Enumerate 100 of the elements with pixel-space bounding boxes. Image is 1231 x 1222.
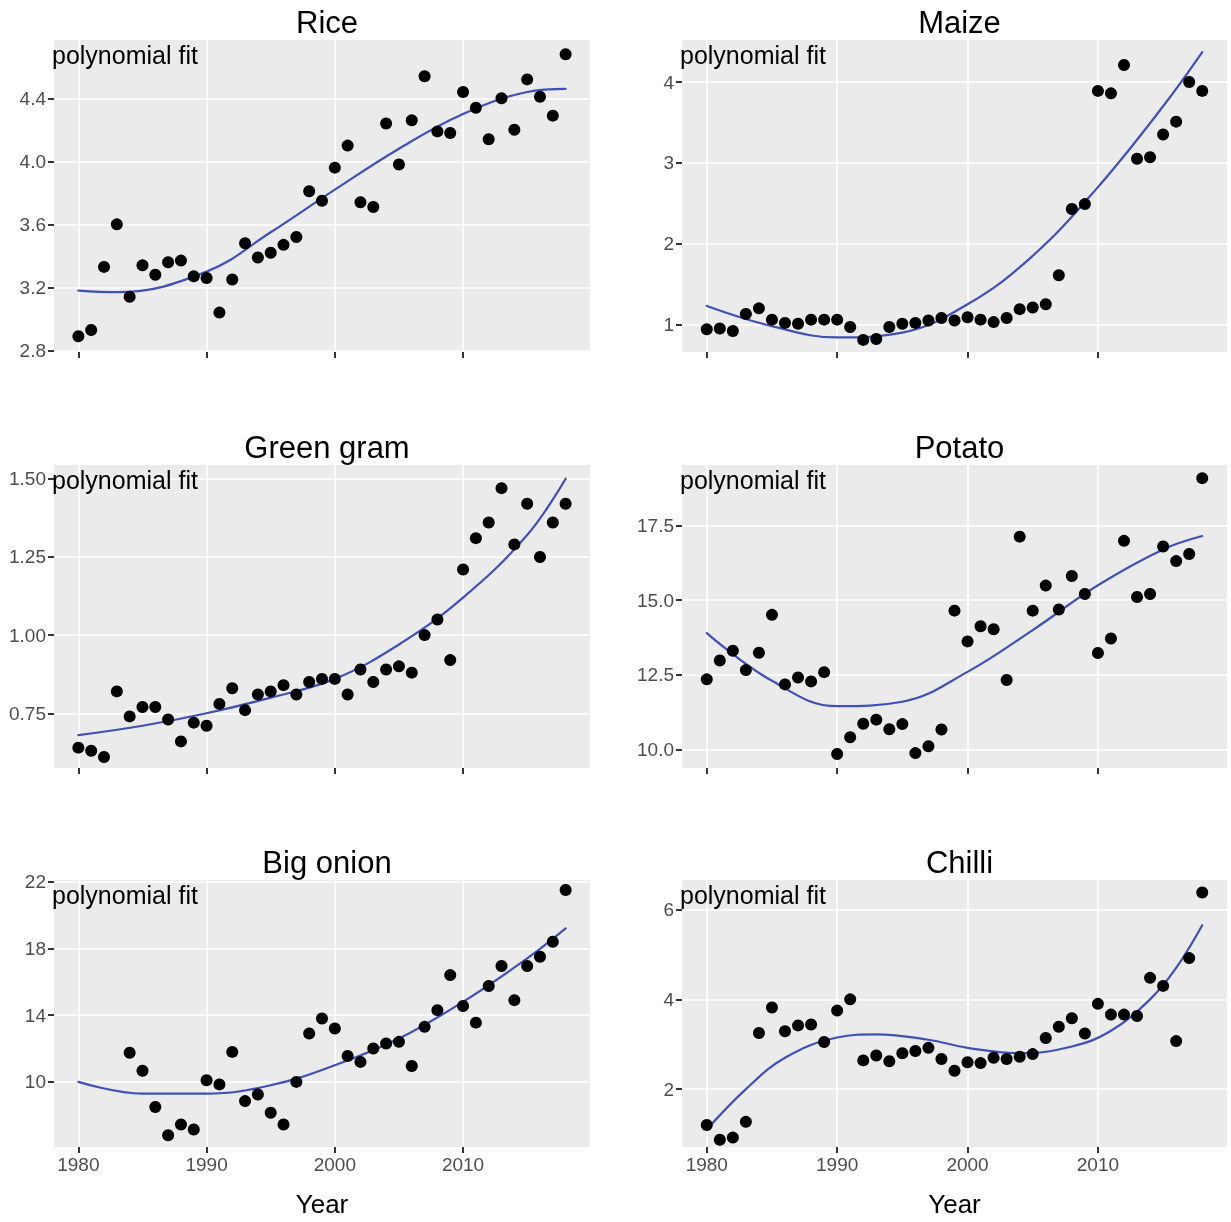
point <box>1131 152 1144 165</box>
y-tick-label: 17.5 <box>637 515 674 537</box>
point <box>844 731 857 744</box>
point <box>354 663 367 676</box>
point <box>85 323 98 336</box>
point <box>739 664 752 677</box>
point <box>200 1074 213 1087</box>
point <box>277 238 290 251</box>
point <box>961 311 974 324</box>
point <box>418 70 431 83</box>
point <box>392 158 405 171</box>
point <box>559 48 572 61</box>
point <box>857 717 870 730</box>
y-tick-label: 3.6 <box>19 213 46 235</box>
point <box>961 1056 974 1069</box>
point <box>213 306 226 319</box>
point <box>974 313 987 326</box>
point <box>726 644 739 657</box>
line-series <box>705 534 1204 708</box>
point <box>1170 555 1183 568</box>
point <box>1104 1008 1117 1021</box>
point <box>149 268 162 281</box>
point <box>1078 198 1091 211</box>
point <box>546 109 559 122</box>
point <box>1039 298 1052 311</box>
point <box>1078 1027 1091 1040</box>
point <box>200 719 213 732</box>
point <box>251 688 264 701</box>
y-tick-label: 22 <box>24 871 46 893</box>
annotation: polynomial fit <box>680 40 826 69</box>
line-series <box>77 87 567 294</box>
y-tick-label: 12.5 <box>637 664 674 686</box>
point <box>700 1119 713 1132</box>
chart-title: Potato <box>914 430 1005 465</box>
point <box>1039 579 1052 592</box>
point <box>354 196 367 209</box>
point <box>213 697 226 710</box>
point <box>987 623 1000 636</box>
point <box>136 259 149 272</box>
point <box>367 1042 380 1055</box>
point <box>290 1075 303 1088</box>
point <box>831 1004 844 1017</box>
point <box>1104 87 1117 100</box>
point <box>328 672 341 685</box>
point <box>726 1131 739 1144</box>
point <box>546 516 559 529</box>
point <box>765 608 778 621</box>
point <box>431 1004 444 1017</box>
point <box>534 950 546 963</box>
point <box>961 635 974 648</box>
point <box>1144 971 1157 984</box>
point <box>1065 202 1078 215</box>
point <box>935 1053 948 1066</box>
point <box>136 701 149 714</box>
point <box>98 260 111 273</box>
chart-title: Maize <box>918 5 1001 40</box>
point <box>1170 115 1183 128</box>
point <box>482 979 495 992</box>
point <box>264 1106 277 1119</box>
point <box>457 86 470 98</box>
point <box>726 324 739 337</box>
point <box>752 1027 765 1040</box>
point <box>239 237 252 250</box>
point <box>987 316 1000 329</box>
x-tick-label: 1990 <box>816 1154 859 1175</box>
annotation: polynomial fit <box>52 40 198 69</box>
point <box>457 563 470 576</box>
point <box>909 1044 922 1057</box>
point <box>162 713 175 726</box>
y-tick-label: 2 <box>663 1078 674 1100</box>
point <box>1052 269 1065 282</box>
annotation: polynomial fit <box>52 880 198 909</box>
point <box>922 1041 935 1054</box>
point <box>341 1050 354 1063</box>
y-tick-label: 0.75 <box>9 702 46 724</box>
point <box>1157 540 1170 553</box>
point <box>1104 632 1117 645</box>
point <box>792 317 805 330</box>
point <box>508 123 521 136</box>
point <box>1091 84 1104 97</box>
y-tick-label: 4.4 <box>19 87 47 109</box>
point <box>482 133 495 146</box>
point <box>495 482 508 495</box>
point <box>264 246 277 259</box>
point <box>1052 603 1065 616</box>
point <box>739 308 752 321</box>
point <box>831 747 844 760</box>
point <box>290 688 303 701</box>
point <box>431 613 444 626</box>
point <box>521 497 534 510</box>
point <box>534 550 546 563</box>
point <box>136 1064 149 1077</box>
point <box>1026 1048 1039 1061</box>
point <box>316 672 328 685</box>
point <box>779 678 791 691</box>
point <box>85 744 98 757</box>
y-tick-label: 3.2 <box>19 276 46 298</box>
point <box>341 139 354 152</box>
point <box>534 90 546 103</box>
point <box>213 1078 226 1091</box>
